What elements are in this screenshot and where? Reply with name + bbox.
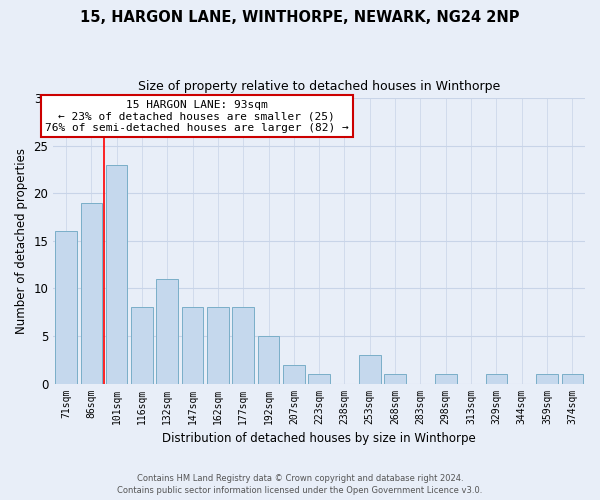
Bar [485,374,507,384]
Bar [536,374,558,384]
Bar [258,336,279,384]
Bar [131,308,152,384]
Bar [157,279,178,384]
Bar [385,374,406,384]
Bar [207,308,229,384]
Bar [232,308,254,384]
Bar [55,232,77,384]
Bar [80,203,102,384]
Bar [562,374,583,384]
Text: 15 HARGON LANE: 93sqm
← 23% of detached houses are smaller (25)
76% of semi-deta: 15 HARGON LANE: 93sqm ← 23% of detached … [45,100,349,133]
Bar [106,165,127,384]
Title: Size of property relative to detached houses in Winthorpe: Size of property relative to detached ho… [138,80,500,93]
Y-axis label: Number of detached properties: Number of detached properties [15,148,28,334]
Text: 15, HARGON LANE, WINTHORPE, NEWARK, NG24 2NP: 15, HARGON LANE, WINTHORPE, NEWARK, NG24… [80,10,520,25]
Bar [308,374,330,384]
Bar [359,355,380,384]
Bar [435,374,457,384]
Text: Contains HM Land Registry data © Crown copyright and database right 2024.
Contai: Contains HM Land Registry data © Crown c… [118,474,482,495]
Bar [283,364,305,384]
X-axis label: Distribution of detached houses by size in Winthorpe: Distribution of detached houses by size … [162,432,476,445]
Bar [182,308,203,384]
